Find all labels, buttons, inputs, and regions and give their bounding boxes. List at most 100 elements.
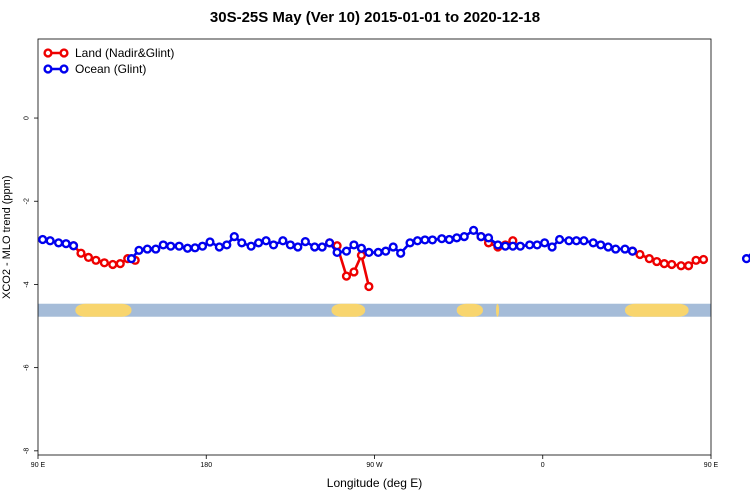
data-point	[45, 236, 55, 246]
data-point	[667, 259, 677, 270]
data-point	[452, 233, 462, 243]
data-point	[356, 243, 367, 253]
data-point	[126, 254, 137, 264]
data-point	[540, 238, 550, 248]
axis-ticks: 90 E 180 90 W 0 90 E 0 -2 -4 -6 -8	[23, 116, 718, 469]
land-band-4	[625, 303, 689, 317]
data-point	[652, 256, 662, 267]
data-point	[364, 247, 374, 258]
data-point	[554, 234, 565, 245]
data-point	[268, 240, 279, 250]
data-point	[300, 236, 310, 247]
data-point	[151, 244, 161, 254]
data-point	[99, 258, 109, 268]
legend: Land (Nadir&Glint) Ocean (Glint)	[43, 46, 174, 76]
data-point	[197, 241, 208, 251]
data-point	[61, 239, 71, 249]
data-point	[508, 241, 518, 251]
series-ocean-glint-	[38, 225, 750, 264]
land-band-3	[496, 303, 500, 317]
data-point	[468, 225, 479, 235]
data-point	[158, 240, 168, 250]
data-point	[182, 243, 193, 253]
data-point	[115, 259, 125, 269]
data-point	[412, 236, 423, 246]
legend-marker-0	[43, 48, 53, 58]
data-point	[659, 259, 669, 269]
data-point	[317, 242, 327, 252]
data-point	[437, 234, 447, 244]
legend-label-0: Land (Nadir&Glint)	[75, 46, 174, 60]
data-point	[493, 240, 503, 250]
x-tick-label-2: 90 W	[366, 462, 383, 469]
data-point	[349, 267, 359, 277]
y-tick-label-0: 0	[23, 116, 30, 120]
data-point	[515, 241, 525, 251]
data-point	[525, 240, 535, 250]
data-point	[285, 240, 295, 250]
data-point	[261, 236, 271, 246]
data-point	[91, 255, 101, 265]
data-point	[698, 254, 709, 265]
data-point	[381, 246, 391, 256]
data-point	[237, 238, 247, 248]
ocean-band	[38, 303, 711, 317]
data-point	[341, 271, 352, 281]
data-point	[644, 254, 654, 264]
data-point	[293, 242, 303, 252]
data-point	[547, 242, 557, 252]
data-point	[420, 235, 430, 245]
data-point	[603, 242, 613, 252]
data-point	[68, 241, 79, 251]
data-point	[691, 255, 701, 265]
data-point	[683, 261, 694, 271]
data-point	[229, 232, 239, 242]
data-point	[427, 235, 438, 245]
data-point	[676, 261, 686, 271]
data-point	[571, 236, 582, 246]
land-band-1	[331, 303, 366, 317]
data-point	[364, 281, 374, 292]
x-axis-label: Longitude (deg E)	[326, 476, 423, 490]
data-point	[596, 240, 606, 250]
data-point	[373, 247, 383, 258]
data-point	[142, 244, 152, 254]
data-point	[388, 242, 398, 252]
data-point	[325, 238, 335, 248]
data-point	[611, 244, 621, 254]
land-band-0	[75, 303, 132, 317]
data-point	[349, 240, 359, 250]
legend-marker-0b	[59, 48, 69, 58]
y-tick-label-3: -6	[23, 364, 30, 370]
data-point	[190, 243, 200, 253]
data-point	[214, 242, 224, 252]
legend-label-1: Ocean (Glint)	[75, 62, 146, 76]
legend-marker-1b	[59, 64, 69, 74]
data-point	[108, 259, 118, 270]
data-point	[205, 237, 215, 247]
x-tick-label-1: 180	[200, 462, 212, 469]
data-point	[332, 247, 342, 258]
chart-title: 30S-25S May (Ver 10) 2015-01-01 to 2020-…	[209, 9, 541, 26]
data-point	[166, 241, 176, 251]
data-point	[53, 238, 64, 248]
data-point	[134, 245, 144, 255]
data-point	[741, 254, 750, 264]
data-point	[627, 246, 638, 256]
data-point	[483, 233, 494, 243]
data-point	[476, 232, 486, 242]
data-point	[246, 241, 256, 251]
data-series	[38, 225, 750, 292]
data-point	[620, 244, 630, 254]
data-point	[341, 246, 352, 256]
data-point	[500, 241, 510, 251]
background-band	[38, 303, 711, 317]
x-tick-label-4: 90 E	[704, 462, 719, 469]
data-point	[83, 252, 94, 263]
data-point	[174, 241, 184, 251]
data-point	[532, 240, 542, 250]
data-point	[405, 238, 415, 248]
y-tick-label-4: -8	[23, 448, 30, 454]
data-point	[310, 242, 320, 252]
